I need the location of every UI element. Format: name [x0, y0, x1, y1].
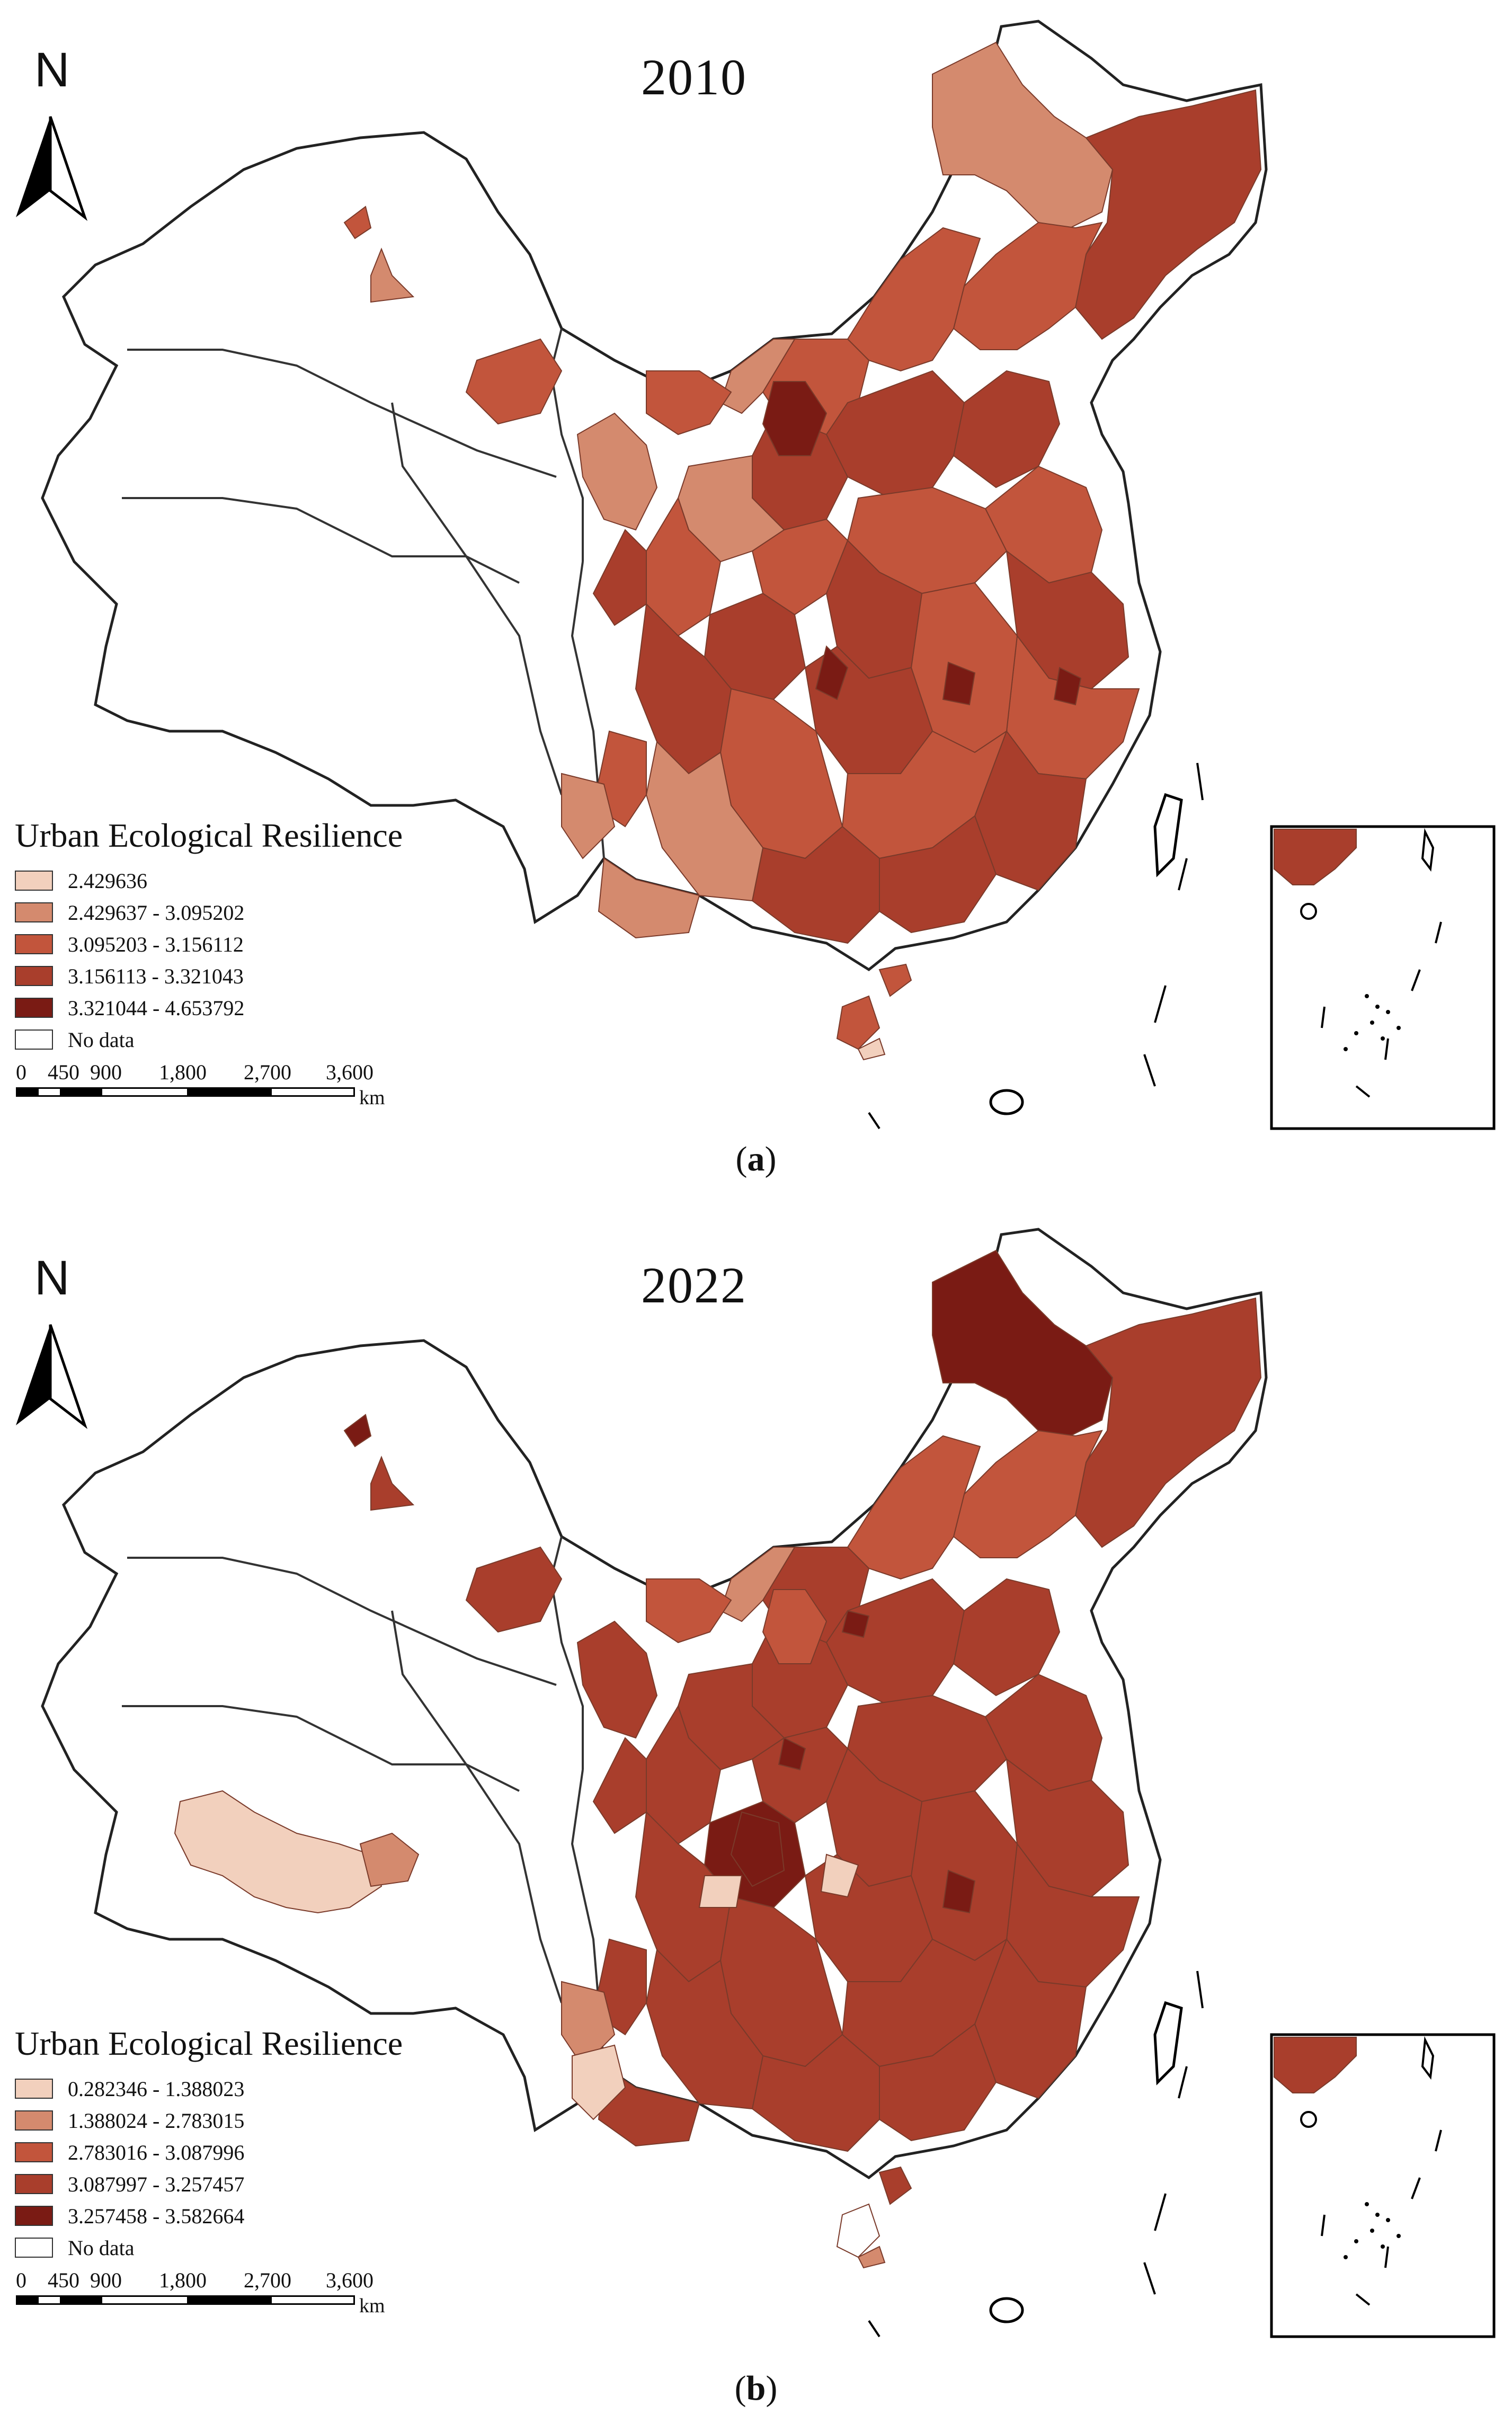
scale-tick: 1,800 — [159, 1060, 207, 1084]
legend-label: 3.095203 - 3.156112 — [68, 932, 244, 956]
scale-tick: 2,700 — [244, 1060, 291, 1084]
legend-label: No data — [68, 2235, 135, 2260]
legend-swatch-no-data — [15, 1030, 53, 1050]
china-map-2022 — [16, 1228, 1496, 2338]
scale-bar: 0 450 900 1,800 2,700 3,600 km — [16, 1060, 397, 1118]
nine-dash-line — [868, 762, 1204, 1130]
scale-tick: 3,600 — [326, 1060, 373, 1084]
legend-item: 2.783016 - 3.087996 — [15, 2136, 449, 2168]
legend-swatch — [15, 2206, 53, 2226]
legend-label: 0.282346 - 1.388023 — [68, 2076, 245, 2101]
scale-tick: 900 — [90, 1060, 122, 1084]
scale-bar-graphic — [16, 2295, 355, 2305]
legend-swatch-no-data — [15, 2238, 53, 2258]
scale-unit: km — [359, 2295, 385, 2317]
china-map-2010 — [16, 20, 1496, 1130]
scale-tick: 0 — [16, 1060, 26, 1084]
scale-tick: 3,600 — [326, 2268, 373, 2292]
legend-item: 3.156113 - 3.321043 — [15, 960, 449, 992]
island-outlines — [989, 2001, 1183, 2323]
legend-item: 0.282346 - 1.388023 — [15, 2073, 449, 2105]
legend-label: 1.388024 - 2.783015 — [68, 2108, 245, 2133]
legend-item: 2.429637 - 3.095202 — [15, 897, 449, 928]
scale-bar: 0 450 900 1,800 2,700 3,600 km — [16, 2268, 397, 2326]
map-panel-2022: N 2022 Urban Ecological Resilience 0.282… — [0, 1208, 1512, 2408]
island-outlines — [989, 793, 1183, 1115]
legend: Urban Ecological Resilience 2.429636 2.4… — [15, 816, 449, 1055]
legend-swatch — [15, 966, 53, 986]
north-label: N — [34, 1251, 70, 1305]
scale-tick: 0 — [16, 2268, 26, 2292]
scale-unit: km — [359, 1087, 385, 1109]
legend-swatch — [15, 2079, 53, 2099]
map-panel-2010: N 2010 Urban Ecological Resilience 2.429… — [0, 0, 1512, 1178]
legend-item: 2.429636 — [15, 865, 449, 897]
legend-swatch — [15, 871, 53, 891]
figure-caption: (a) — [735, 1140, 777, 1178]
legend-label: No data — [68, 1027, 135, 1052]
legend-label: 3.257458 - 3.582664 — [68, 2204, 245, 2228]
legend-swatch — [15, 2142, 53, 2162]
scale-tick: 450 — [48, 1060, 79, 1084]
choropleth-regions — [343, 41, 1262, 1061]
legend-item-no-data: No data — [15, 2232, 449, 2264]
legend-label: 2.783016 - 3.087996 — [68, 2140, 245, 2164]
scale-tick: 450 — [48, 2268, 79, 2292]
south-china-sea-inset — [1270, 2033, 1496, 2338]
scale-tick: 2,700 — [244, 2268, 291, 2292]
legend-swatch — [15, 2174, 53, 2194]
scale-tick: 1,800 — [159, 2268, 207, 2292]
south-china-sea-inset — [1270, 825, 1496, 1130]
legend-item: 3.321044 - 4.653792 — [15, 992, 449, 1024]
legend-item: 3.257458 - 3.582664 — [15, 2200, 449, 2232]
legend-item-no-data: No data — [15, 1024, 449, 1055]
legend-label: 3.156113 - 3.321043 — [68, 964, 244, 988]
legend-swatch — [15, 934, 53, 954]
legend-swatch — [15, 2110, 53, 2131]
choropleth-regions — [174, 1249, 1262, 2269]
year-title: 2022 — [641, 1257, 747, 1314]
legend-label: 3.087997 - 3.257457 — [68, 2172, 245, 2196]
figure-caption: (b) — [734, 2369, 778, 2408]
legend-swatch — [15, 998, 53, 1018]
legend-title: Urban Ecological Resilience — [15, 2025, 403, 2062]
legend-label: 2.429637 - 3.095202 — [68, 900, 245, 925]
nine-dash-line — [868, 1971, 1204, 2338]
north-label: N — [34, 43, 70, 97]
legend-item: 3.095203 - 3.156112 — [15, 928, 449, 960]
legend-title: Urban Ecological Resilience — [15, 816, 403, 854]
legend: Urban Ecological Resilience 0.282346 - 1… — [15, 2024, 449, 2264]
north-arrow-icon — [16, 116, 88, 221]
scale-tick: 900 — [90, 2268, 122, 2292]
legend-item: 3.087997 - 3.257457 — [15, 2168, 449, 2200]
legend-label: 3.321044 - 4.653792 — [68, 996, 245, 1020]
legend-swatch — [15, 902, 53, 922]
legend-item: 1.388024 - 2.783015 — [15, 2105, 449, 2136]
legend-label: 2.429636 — [68, 868, 147, 893]
north-arrow-icon — [16, 1324, 88, 1430]
year-title: 2010 — [641, 49, 747, 105]
scale-bar-graphic — [16, 1087, 355, 1097]
